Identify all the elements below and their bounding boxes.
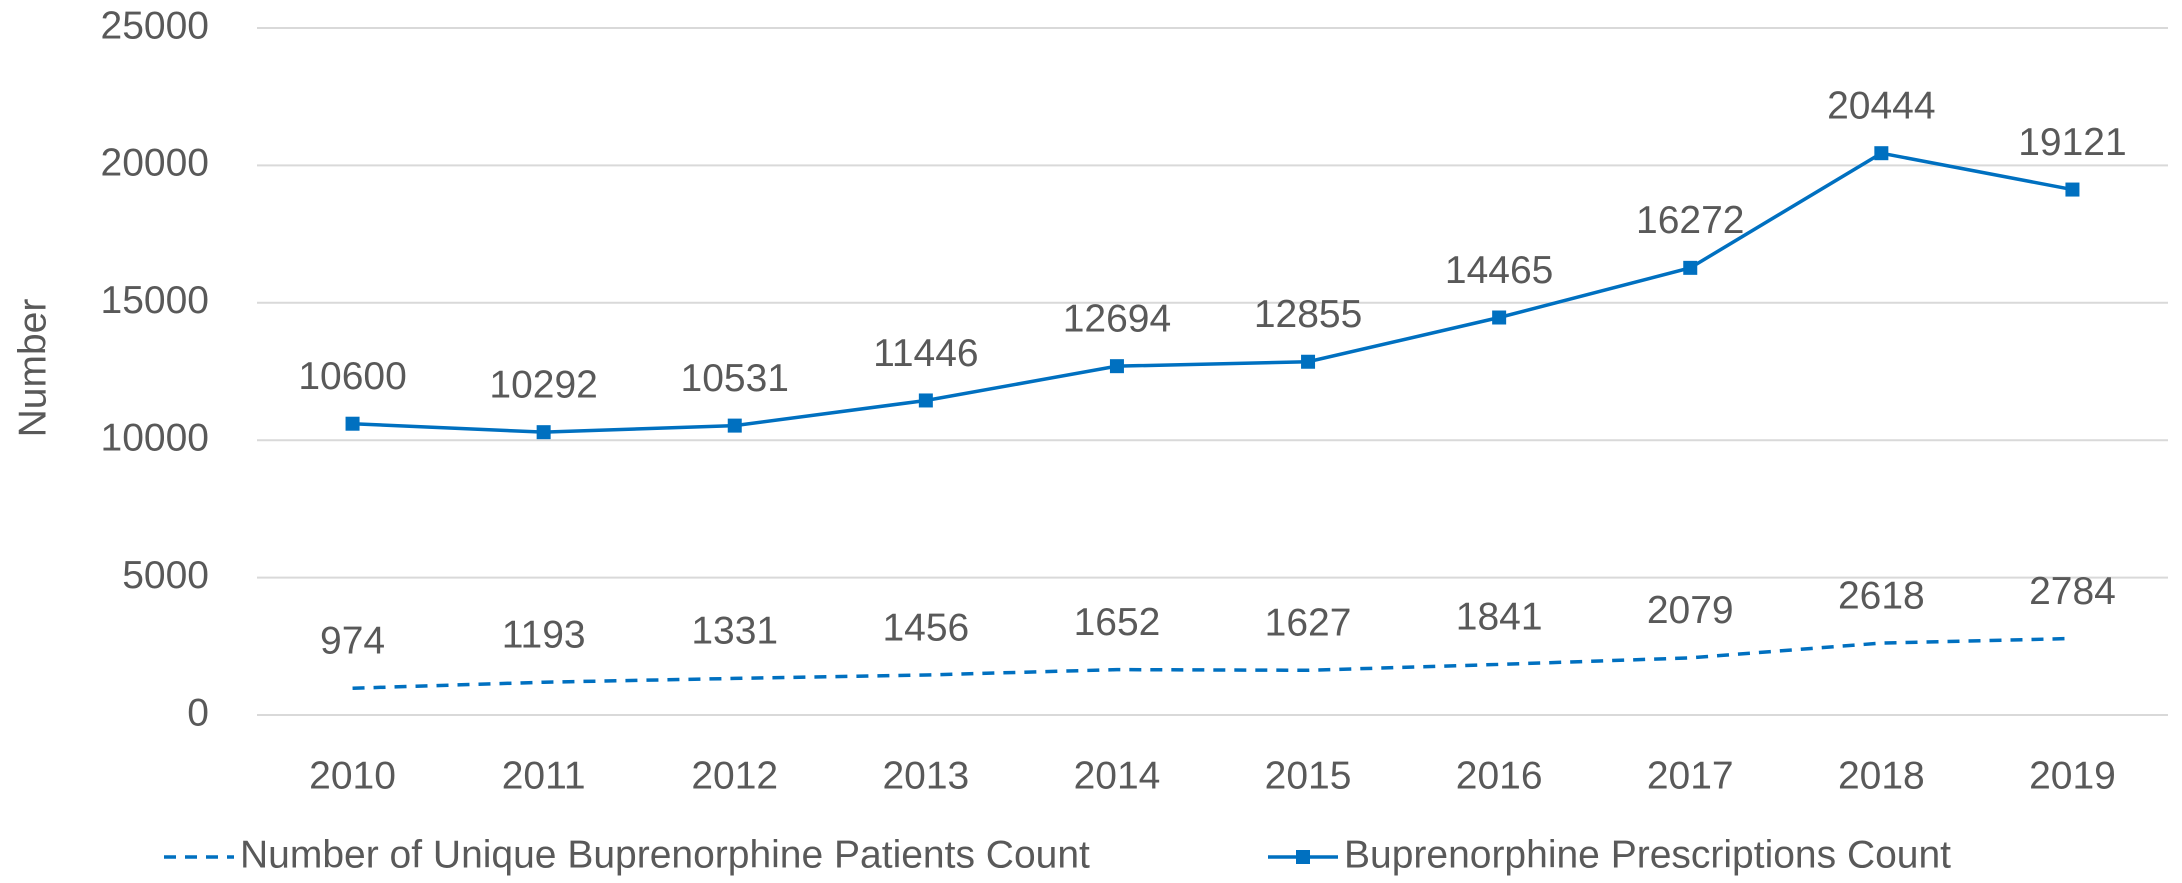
data-label: 16272 bbox=[1636, 199, 1744, 242]
y-tick-label: 5000 bbox=[122, 554, 209, 597]
data-label: 10531 bbox=[681, 357, 789, 400]
marker bbox=[1301, 354, 1316, 369]
data-label: 11446 bbox=[873, 332, 979, 375]
legend-marker bbox=[1296, 850, 1310, 864]
marker bbox=[727, 418, 742, 433]
x-tick-label: 2014 bbox=[1074, 754, 1161, 797]
data-label: 2784 bbox=[2029, 570, 2116, 613]
data-label: 2618 bbox=[1838, 574, 1925, 617]
data-label: 1456 bbox=[882, 606, 969, 649]
data-label: 1841 bbox=[1456, 596, 1543, 639]
y-tick-label: 0 bbox=[187, 691, 209, 734]
marker bbox=[345, 416, 360, 431]
y-tick-label: 25000 bbox=[101, 4, 209, 47]
x-tick-label: 2016 bbox=[1456, 754, 1543, 797]
series-line bbox=[352, 636, 2073, 690]
data-label: 10292 bbox=[489, 363, 597, 406]
data-label: 1652 bbox=[1074, 601, 1161, 644]
marker bbox=[2065, 182, 2080, 197]
data-label: 2079 bbox=[1647, 589, 1734, 632]
y-tick-label: 20000 bbox=[101, 142, 209, 185]
y-tick-label: 15000 bbox=[101, 279, 209, 322]
marker bbox=[1874, 146, 1889, 161]
marker bbox=[918, 393, 933, 408]
data-label: 10600 bbox=[298, 355, 406, 398]
x-tick-label: 2015 bbox=[1265, 754, 1352, 797]
x-tick-label: 2011 bbox=[502, 754, 586, 797]
x-tick-label: 2017 bbox=[1647, 754, 1734, 797]
data-label: 20444 bbox=[1827, 84, 1935, 127]
data-label: 19121 bbox=[2018, 121, 2126, 164]
legend-label: Buprenorphine Prescriptions Count bbox=[1344, 833, 1951, 876]
data-label: 1627 bbox=[1265, 602, 1352, 645]
marker bbox=[1109, 359, 1124, 374]
data-label: 1193 bbox=[502, 614, 586, 657]
x-tick-label: 2012 bbox=[691, 754, 778, 797]
data-label: 1331 bbox=[691, 610, 778, 653]
marker bbox=[536, 425, 551, 440]
y-axis-label: Number bbox=[11, 299, 54, 438]
marker bbox=[1683, 260, 1698, 275]
data-label: 12855 bbox=[1254, 293, 1362, 336]
data-label: 974 bbox=[320, 620, 385, 663]
x-tick-label: 2019 bbox=[2029, 754, 2116, 797]
data-label: 14465 bbox=[1445, 249, 1553, 292]
series-line bbox=[352, 151, 2073, 434]
x-tick-label: 2018 bbox=[1838, 754, 1925, 797]
x-tick-label: 2010 bbox=[309, 754, 396, 797]
legend-label: Number of Unique Buprenorphine Patients … bbox=[240, 833, 1090, 876]
marker bbox=[1492, 310, 1507, 325]
data-label: 12694 bbox=[1063, 297, 1171, 340]
y-tick-label: 10000 bbox=[101, 416, 209, 459]
x-tick-label: 2013 bbox=[882, 754, 969, 797]
